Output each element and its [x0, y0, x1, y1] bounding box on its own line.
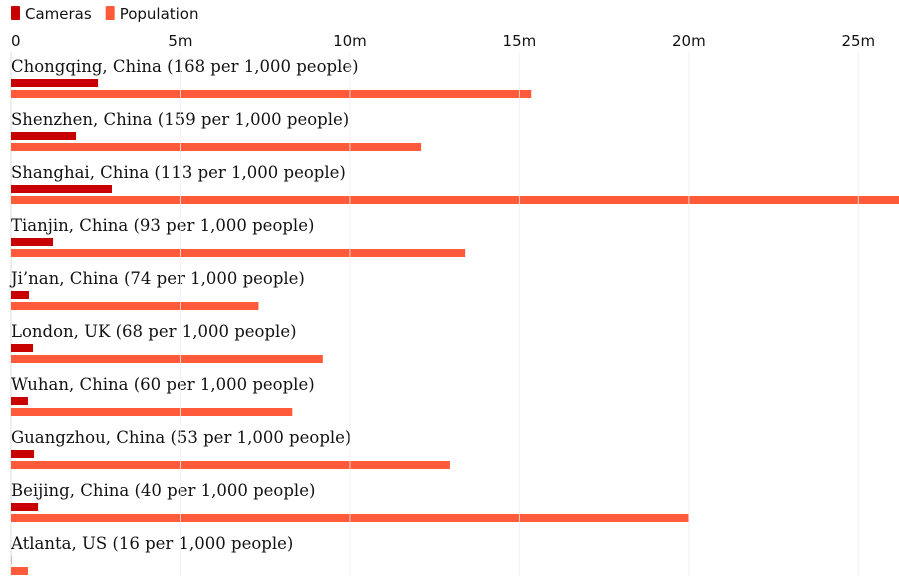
x-tick-label: 5m [168, 32, 192, 50]
bar [11, 249, 466, 257]
x-tick-label: 10m [333, 32, 367, 50]
bar [11, 450, 35, 458]
bar [11, 143, 422, 151]
x-tick-label: 15m [503, 32, 537, 50]
legend-label: Cameras [25, 5, 92, 23]
x-tick-label: 25m [841, 32, 875, 50]
bar [11, 461, 450, 469]
bar [11, 355, 323, 363]
bar [11, 185, 113, 193]
legend-swatch [11, 6, 20, 20]
category-label: Guangzhou, China (53 per 1,000 people) [11, 428, 351, 447]
category-label: London, UK (68 per 1,000 people) [11, 322, 297, 341]
legend-label: Population [120, 5, 199, 23]
bar [11, 567, 28, 575]
category-label: Tianjin, China (93 per 1,000 people) [11, 216, 314, 235]
legend-swatch [105, 6, 115, 20]
bar [11, 397, 28, 405]
bar [11, 90, 532, 98]
category-label: Chongqing, China (168 per 1,000 people) [11, 57, 359, 76]
bar [11, 79, 99, 87]
category-label: Atlanta, US (16 per 1,000 people) [10, 534, 293, 553]
bar [11, 291, 29, 299]
category-label: Ji’nan, China (74 per 1,000 people) [9, 269, 305, 288]
bar [11, 132, 77, 140]
category-label: Wuhan, China (60 per 1,000 people) [11, 375, 315, 394]
bar [11, 302, 259, 310]
x-tick-label: 0 [11, 32, 21, 50]
category-label: Shanghai, China (113 per 1,000 people) [11, 163, 346, 182]
category-label: Beijing, China (40 per 1,000 people) [11, 481, 315, 500]
bar [11, 503, 39, 511]
bar [11, 238, 54, 246]
bar [11, 196, 899, 204]
bar [11, 344, 34, 352]
x-tick-label: 20m [672, 32, 706, 50]
bar [11, 408, 293, 416]
